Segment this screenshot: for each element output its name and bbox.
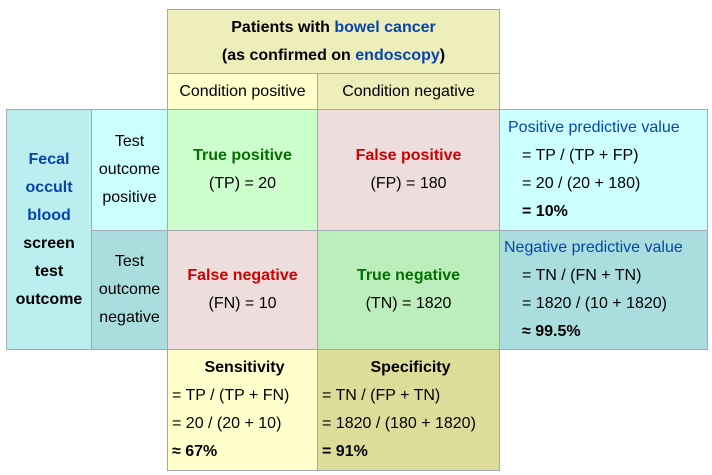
header-line-2: (as confirmed on endoscopy) bbox=[221, 46, 446, 64]
npv-result: ≈ 99.5% bbox=[522, 323, 581, 340]
sensitivity-calc: = 20 / (20 + 10) bbox=[172, 415, 282, 432]
header-line-1: Patients with bowel cancer bbox=[231, 18, 436, 36]
bowel-cancer-link[interactable]: bowel cancer bbox=[334, 18, 436, 36]
ppv-formula: = TP / (TP + FP) bbox=[522, 147, 639, 164]
true-positive-cell: True positive (TP) = 20 bbox=[167, 109, 318, 231]
sensitivity-formula: = TP / (TP + FN) bbox=[172, 387, 290, 404]
false-positive-cell: False positive (FP) = 180 bbox=[317, 109, 500, 231]
false-negative-value: (FN) = 10 bbox=[208, 295, 277, 312]
test-row-header: Fecal occult blood screen test outcome bbox=[6, 109, 92, 350]
false-negative-title: False negative bbox=[187, 267, 298, 284]
ppv-result: = 10% bbox=[522, 203, 568, 220]
true-negative-cell: True negative (TN) = 1820 bbox=[317, 230, 500, 350]
specificity-title: Specificity bbox=[370, 359, 451, 376]
sensitivity-cell: Sensitivity = TP / (TP + FN) = 20 / (20 … bbox=[167, 349, 318, 471]
condition-header: Patients with bowel cancer (as confirmed… bbox=[167, 9, 500, 74]
sensitivity-title: Sensitivity bbox=[204, 359, 285, 376]
column-condition-negative: Condition negative bbox=[317, 73, 500, 110]
specificity-formula: = TN / (FP + TN) bbox=[322, 387, 441, 404]
column-condition-positive: Condition positive bbox=[167, 73, 318, 110]
ppv-calc: = 20 / (20 + 180) bbox=[522, 175, 641, 192]
specificity-cell: Specificity = TN / (FP + TN) = 1820 / (1… bbox=[317, 349, 500, 471]
sensitivity-result: ≈ 67% bbox=[172, 443, 218, 460]
false-negative-cell: False negative (FN) = 10 bbox=[167, 230, 318, 350]
ppv-title-link[interactable]: Positive predictive value bbox=[508, 119, 680, 136]
row-test-outcome-negative: Test outcome negative bbox=[91, 230, 168, 350]
npv-formula: = TN / (FN + TN) bbox=[522, 267, 642, 284]
false-positive-title: False positive bbox=[355, 147, 462, 164]
false-positive-value: (FP) = 180 bbox=[370, 175, 447, 192]
specificity-calc: = 1820 / (180 + 1820) bbox=[322, 415, 476, 432]
negative-predictive-value-cell: Negative predictive value = TN / (FN + T… bbox=[499, 230, 708, 350]
fecal-occult-blood-link[interactable]: Fecal occult blood bbox=[25, 150, 73, 224]
npv-calc: = 1820 / (10 + 1820) bbox=[522, 295, 667, 312]
true-negative-title: True negative bbox=[356, 267, 461, 284]
true-positive-value: (TP) = 20 bbox=[208, 175, 277, 192]
true-negative-value: (TN) = 1820 bbox=[365, 295, 452, 312]
true-positive-title: True positive bbox=[193, 147, 292, 164]
endoscopy-link[interactable]: endoscopy bbox=[355, 46, 440, 64]
row-test-outcome-positive: Test outcome positive bbox=[91, 109, 168, 231]
npv-title-link[interactable]: Negative predictive value bbox=[504, 239, 683, 256]
specificity-result: = 91% bbox=[322, 443, 368, 460]
positive-predictive-value-cell: Positive predictive value = TP / (TP + F… bbox=[499, 109, 708, 231]
